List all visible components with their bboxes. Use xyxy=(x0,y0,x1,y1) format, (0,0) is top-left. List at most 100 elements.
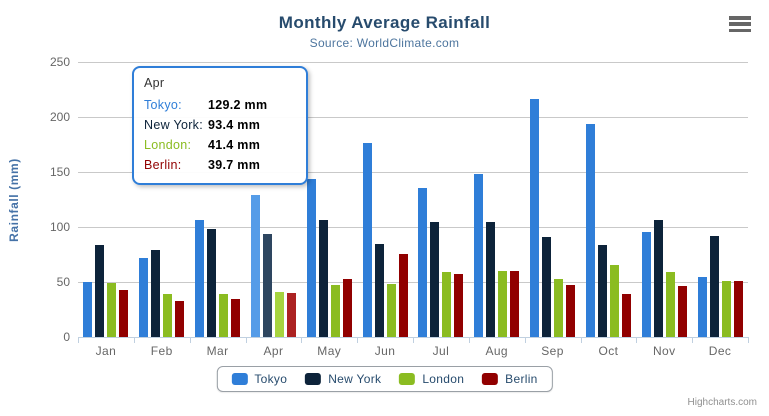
column-tokyo-dec[interactable] xyxy=(697,277,707,337)
column-berlin-may[interactable] xyxy=(342,279,352,337)
legend-item-new-york[interactable]: New York xyxy=(305,372,381,386)
tooltip-row: London: 41.4 mm xyxy=(144,135,296,155)
tooltip-value: 93.4 mm xyxy=(208,118,261,132)
column-berlin-sep[interactable] xyxy=(566,284,576,337)
column-tokyo-mar[interactable] xyxy=(195,220,205,337)
column-berlin-dec[interactable] xyxy=(733,280,743,337)
y-axis-title: Rainfall (mm) xyxy=(7,158,21,242)
column-tokyo-sep[interactable] xyxy=(530,99,540,337)
column-london-oct[interactable] xyxy=(609,265,619,337)
column-london-feb[interactable] xyxy=(163,294,173,337)
column-berlin-mar[interactable] xyxy=(231,299,241,337)
tooltip-series-label: Tokyo: xyxy=(144,98,182,112)
x-axis-label: Jun xyxy=(374,344,396,358)
column-tokyo-apr[interactable] xyxy=(250,194,260,337)
legend-marker-icon xyxy=(305,373,322,385)
column-new-york-apr[interactable] xyxy=(262,234,272,337)
column-london-may[interactable] xyxy=(330,285,340,337)
column-new-york-dec[interactable] xyxy=(709,235,719,337)
x-axis-tick xyxy=(636,338,638,343)
tooltip-series-label: Berlin: xyxy=(144,158,182,172)
legend-label: New York xyxy=(328,372,382,386)
column-tokyo-jun[interactable] xyxy=(362,143,372,337)
column-new-york-jun[interactable] xyxy=(374,244,384,337)
x-axis-label: Oct xyxy=(598,344,619,358)
legend-item-berlin[interactable]: Berlin xyxy=(482,372,537,386)
tooltip-value: 41.4 mm xyxy=(208,138,261,152)
tooltip-row: Tokyo: 129.2 mm xyxy=(144,95,296,115)
column-berlin-feb[interactable] xyxy=(175,300,185,337)
x-axis-label: Mar xyxy=(206,344,229,358)
x-axis-tick xyxy=(357,338,359,343)
column-new-york-jan[interactable] xyxy=(95,245,105,337)
column-new-york-aug[interactable] xyxy=(486,222,496,337)
column-tokyo-may[interactable] xyxy=(306,178,316,337)
column-new-york-oct[interactable] xyxy=(597,245,607,337)
legend-item-london[interactable]: London xyxy=(399,372,464,386)
legend-label: London xyxy=(422,372,465,386)
column-berlin-apr[interactable] xyxy=(286,293,296,337)
x-axis-tick xyxy=(580,338,582,343)
column-berlin-nov[interactable] xyxy=(677,285,687,337)
tooltip-rows: Tokyo: 129.2 mm New York: 93.4 mm London: 41.… xyxy=(144,95,296,175)
tooltip-series-label: London: xyxy=(144,138,192,152)
x-axis-label: May xyxy=(317,344,342,358)
column-london-jul[interactable] xyxy=(442,272,452,337)
column-london-jun[interactable] xyxy=(386,283,396,337)
x-axis-label: Nov xyxy=(652,344,676,358)
y-gridline xyxy=(78,172,748,173)
column-berlin-jan[interactable] xyxy=(119,290,129,337)
tooltip-header: Apr xyxy=(144,76,165,90)
column-london-apr[interactable] xyxy=(274,291,284,337)
column-berlin-aug[interactable] xyxy=(510,270,520,337)
x-axis-label: Feb xyxy=(150,344,173,358)
column-london-dec[interactable] xyxy=(721,280,731,337)
column-new-york-feb[interactable] xyxy=(151,250,161,337)
chart-subtitle: Source: WorldClimate.com xyxy=(309,36,460,50)
legend-item-tokyo[interactable]: Tokyo xyxy=(231,372,287,386)
x-axis-line xyxy=(78,337,749,338)
credits-link[interactable]: Highcharts.com xyxy=(687,397,757,408)
x-axis-label: Dec xyxy=(708,344,732,358)
column-new-york-nov[interactable] xyxy=(653,219,663,337)
y-gridline xyxy=(78,117,748,118)
column-new-york-jul[interactable] xyxy=(430,221,440,337)
column-tokyo-nov[interactable] xyxy=(641,231,651,337)
tooltip-value: 129.2 mm xyxy=(208,98,268,112)
column-london-sep[interactable] xyxy=(554,279,564,337)
y-axis-label: 200 xyxy=(49,110,70,124)
x-axis-label: Apr xyxy=(263,344,284,358)
x-axis-tick xyxy=(468,338,470,343)
column-tokyo-aug[interactable] xyxy=(474,173,484,337)
column-tokyo-jul[interactable] xyxy=(418,187,428,337)
chart-title: Monthly Average Rainfall xyxy=(278,13,491,32)
x-axis-label: Aug xyxy=(485,344,509,358)
x-axis-label: Sep xyxy=(541,344,564,358)
column-new-york-sep[interactable] xyxy=(542,236,552,337)
column-berlin-oct[interactable] xyxy=(621,294,631,337)
column-london-aug[interactable] xyxy=(498,271,508,337)
column-new-york-may[interactable] xyxy=(318,220,328,337)
x-axis-tick xyxy=(413,338,414,343)
column-new-york-mar[interactable] xyxy=(207,228,217,337)
column-berlin-jul[interactable] xyxy=(454,273,464,337)
column-london-mar[interactable] xyxy=(219,293,229,337)
column-london-nov[interactable] xyxy=(665,271,675,337)
column-berlin-jun[interactable] xyxy=(398,253,408,337)
y-gridline xyxy=(78,227,748,228)
plot-area: 0 50 100 150 200 250 Jan Feb Mar Apr May Jun Jul Aug S… xyxy=(50,55,749,358)
tooltip-row: New York: 93.4 mm xyxy=(144,115,296,135)
column-tokyo-oct[interactable] xyxy=(585,123,595,337)
export-menu-button[interactable] xyxy=(727,14,753,34)
y-axis-label: 50 xyxy=(56,275,70,289)
column-tokyo-jan[interactable] xyxy=(83,282,93,337)
x-axis-label: Jul xyxy=(432,344,450,358)
column-tokyo-feb[interactable] xyxy=(139,258,149,337)
column-london-jan[interactable] xyxy=(107,283,117,337)
x-axis-tick xyxy=(245,338,247,343)
legend-marker-icon xyxy=(482,373,499,385)
tooltip: Apr Tokyo: 129.2 mm New York: 93.4 mm London… xyxy=(132,66,308,185)
y-axis-label: 250 xyxy=(49,55,70,69)
legend-label: Tokyo xyxy=(254,372,288,386)
